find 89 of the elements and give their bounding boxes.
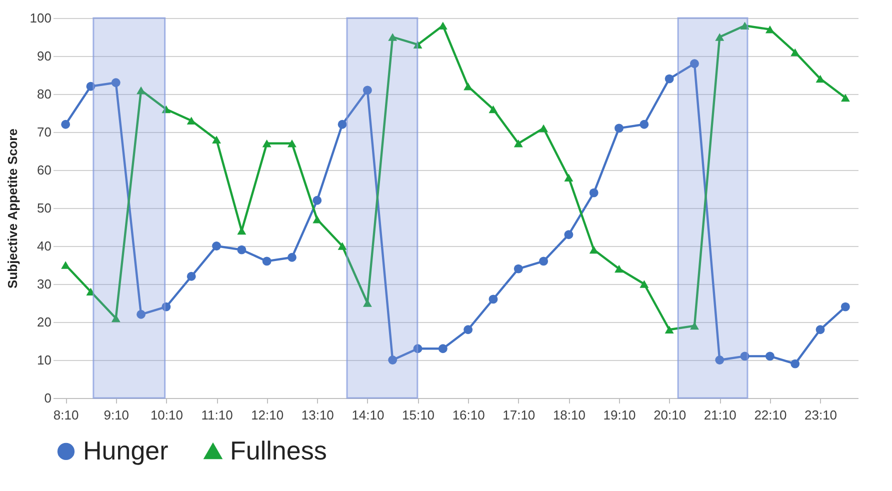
- x-tick-label: 23:10: [804, 408, 838, 422]
- x-tick-label: 11:10: [201, 408, 233, 422]
- point: [212, 242, 221, 250]
- point: [312, 196, 322, 205]
- point: [464, 325, 473, 334]
- y-tick-label: 50: [37, 200, 52, 216]
- x-tick-label: 18:10: [552, 408, 586, 422]
- point: [765, 26, 774, 34]
- point: [111, 314, 120, 322]
- point: [765, 352, 774, 361]
- point: [664, 74, 674, 84]
- x-tick-label: 22:10: [754, 408, 787, 422]
- point: [488, 294, 498, 304]
- point: [262, 140, 272, 148]
- point: [362, 86, 372, 95]
- x-tick-label: 12:10: [251, 408, 284, 422]
- point: [136, 86, 146, 94]
- y-tick-label: 70: [37, 124, 52, 140]
- y-tick-label: 30: [37, 276, 52, 292]
- point: [816, 325, 825, 334]
- point: [61, 261, 70, 269]
- point: [614, 124, 624, 133]
- point: [438, 344, 448, 354]
- point: [288, 140, 296, 148]
- point: [664, 326, 674, 334]
- point: [514, 140, 523, 148]
- point: [86, 288, 96, 296]
- point: [262, 256, 272, 266]
- point: [388, 356, 398, 364]
- point: [388, 33, 398, 41]
- y-tick-label: 40: [37, 238, 52, 254]
- point: [840, 94, 850, 102]
- point: [61, 120, 70, 129]
- point: [740, 352, 750, 361]
- point: [539, 256, 548, 266]
- y-tick-label: 100: [30, 10, 52, 26]
- point: [212, 136, 221, 144]
- y-tick-label: 80: [37, 86, 52, 102]
- point: [614, 264, 624, 273]
- point: [564, 174, 574, 182]
- point: [413, 40, 422, 48]
- point: [136, 310, 146, 319]
- x-tick-label: 17:10: [502, 408, 536, 422]
- legend-label: Fullness: [230, 436, 327, 466]
- x-tick-label: 21:10: [704, 408, 736, 422]
- x-tick-label: 14:10: [352, 408, 384, 422]
- point: [338, 120, 347, 129]
- point: [589, 246, 598, 254]
- point: [413, 344, 422, 354]
- point: [288, 252, 296, 262]
- point: [690, 59, 699, 68]
- point: [715, 356, 724, 364]
- point: [740, 22, 750, 30]
- point: [790, 48, 800, 56]
- point: [312, 216, 322, 224]
- legend-label: Hunger: [83, 435, 169, 466]
- point: [86, 82, 96, 91]
- y-tick-label: 0: [44, 390, 52, 406]
- point: [162, 105, 171, 114]
- point: [539, 124, 548, 132]
- x-tick-label: 19:10: [603, 408, 636, 422]
- y-tick-label: 90: [37, 48, 52, 64]
- x-tick-label: 20:10: [654, 408, 686, 422]
- y-tick-label: 20: [37, 314, 52, 330]
- point: [186, 272, 196, 281]
- x-tick-label: 16:10: [452, 408, 485, 422]
- x-tick-label: 8:10: [53, 408, 79, 422]
- point: [840, 302, 850, 312]
- point: [111, 78, 120, 88]
- y-axis-title: Subjective Appetite Score: [4, 128, 20, 288]
- point: [162, 302, 171, 312]
- point: [816, 74, 825, 83]
- y-tick-label: 60: [37, 162, 52, 178]
- x-tick-label: 13:10: [301, 408, 334, 422]
- point: [715, 33, 724, 41]
- point: [237, 245, 246, 254]
- point: [186, 116, 196, 124]
- point: [790, 359, 800, 368]
- point: [514, 264, 523, 274]
- x-tick-label: 10:10: [150, 408, 183, 422]
- point: [338, 242, 347, 250]
- x-tick-label: 15:10: [402, 408, 435, 422]
- point: [589, 188, 598, 198]
- x-tick-label: 9:10: [104, 408, 130, 422]
- y-tick-label: 10: [37, 352, 52, 368]
- point: [640, 280, 649, 288]
- point: [640, 120, 649, 129]
- point: [488, 105, 498, 114]
- point: [564, 230, 574, 240]
